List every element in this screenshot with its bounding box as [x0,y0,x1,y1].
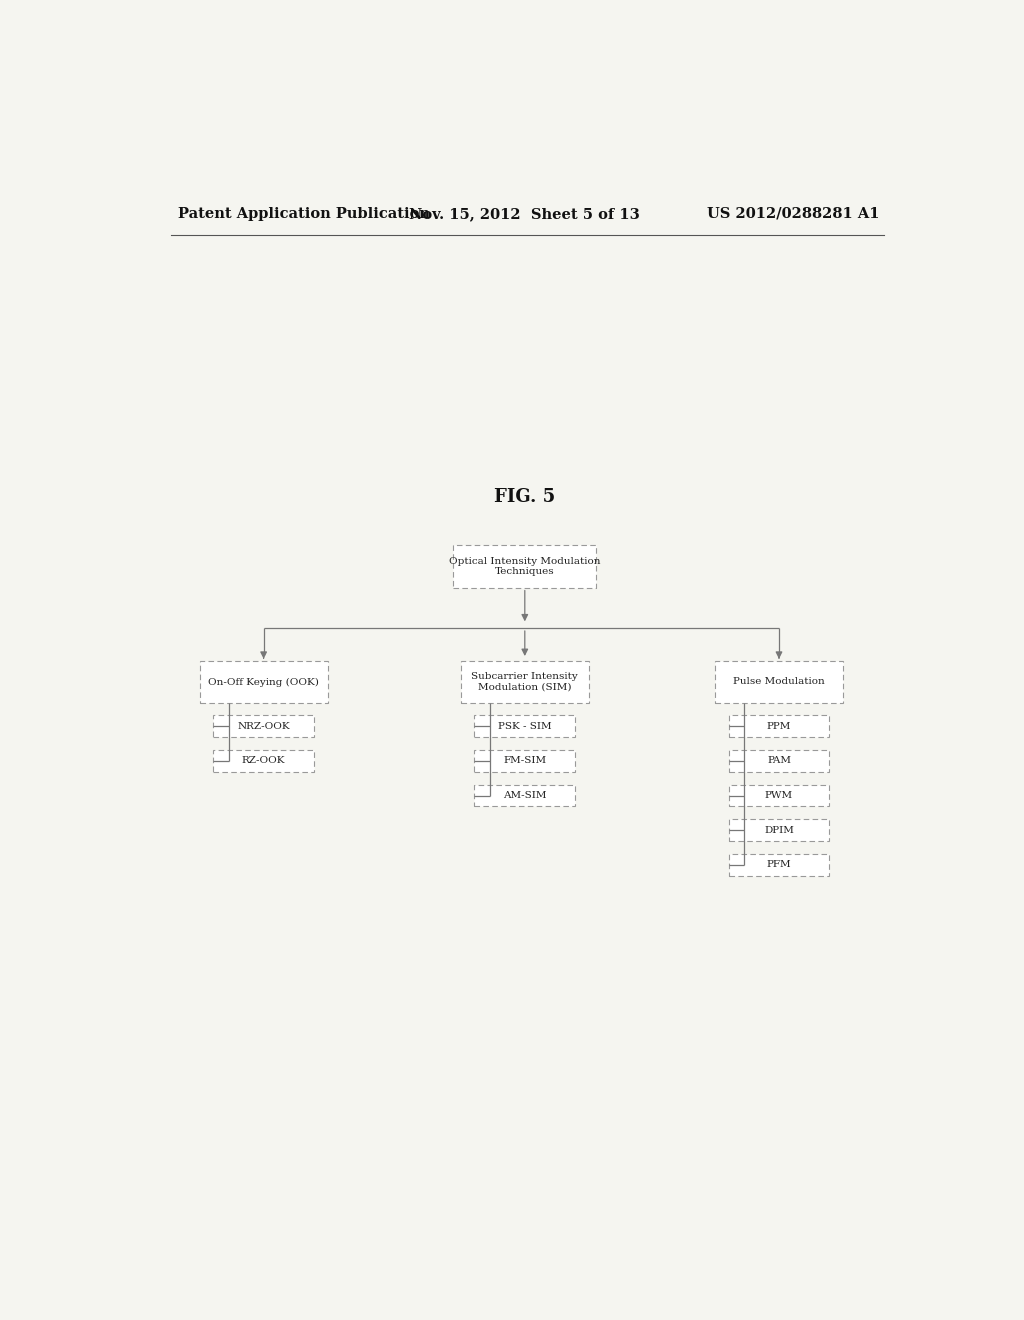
Text: Subcarrier Intensity
Modulation (SIM): Subcarrier Intensity Modulation (SIM) [471,672,579,692]
Bar [213,715,314,737]
Bar [729,820,829,841]
Text: PSK - SIM: PSK - SIM [498,722,552,731]
Text: DPIM: DPIM [764,826,794,834]
Text: Pulse Modulation: Pulse Modulation [733,677,825,686]
Text: US 2012/0288281 A1: US 2012/0288281 A1 [708,207,880,220]
Text: PWM: PWM [765,791,793,800]
Bar [461,661,589,704]
Text: Nov. 15, 2012  Sheet 5 of 13: Nov. 15, 2012 Sheet 5 of 13 [410,207,640,220]
Text: FIG. 5: FIG. 5 [495,488,555,506]
Text: PFM: PFM [767,861,792,870]
Text: AM-SIM: AM-SIM [503,791,547,800]
Text: PAM: PAM [767,756,791,766]
Bar [453,545,597,587]
Bar [729,715,829,737]
Text: FM-SIM: FM-SIM [503,756,547,766]
Bar [213,750,314,772]
Bar [474,715,575,737]
Bar [729,785,829,807]
Text: Patent Application Publication: Patent Application Publication [178,207,430,220]
Bar [729,750,829,772]
Bar [474,785,575,807]
Text: RZ-OOK: RZ-OOK [242,756,286,766]
Bar [474,750,575,772]
Text: Optical Intensity Modulation
Techniques: Optical Intensity Modulation Techniques [450,557,600,577]
Text: PPM: PPM [767,722,792,731]
Text: On-Off Keying (OOK): On-Off Keying (OOK) [208,677,319,686]
Bar [200,661,328,704]
Text: NRZ-OOK: NRZ-OOK [238,722,290,731]
Bar [729,854,829,875]
Bar [715,661,843,704]
